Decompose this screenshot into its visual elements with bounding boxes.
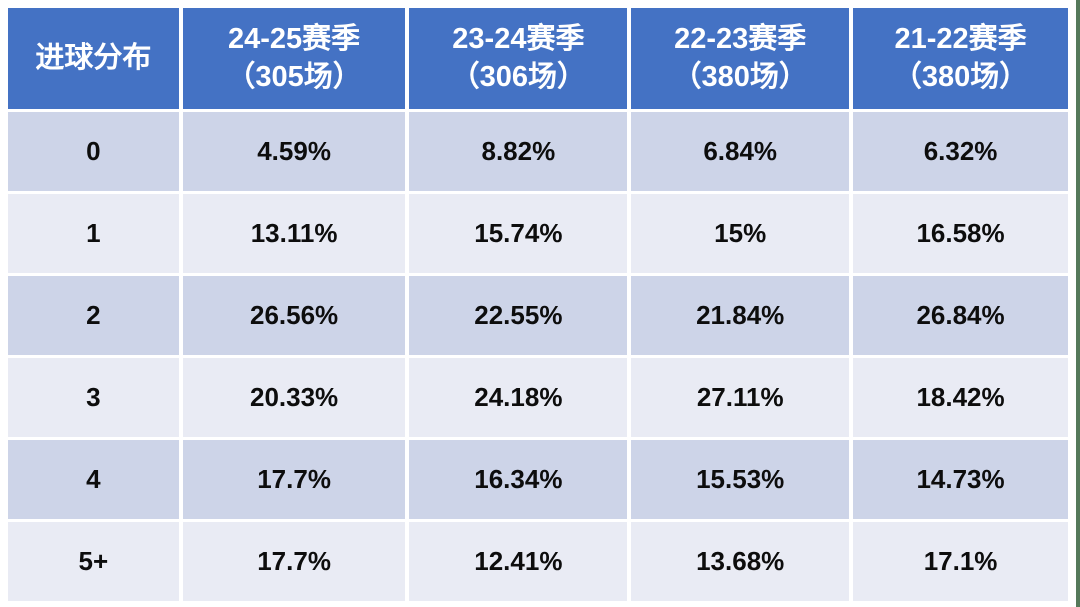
table-cell: 15.53% [631, 440, 850, 519]
table-cell: 18.42% [853, 358, 1068, 437]
row-label-2: 2 [8, 276, 179, 355]
table-cell: 12.41% [409, 522, 628, 601]
table-cell: 17.7% [182, 522, 406, 601]
table-cell: 16.34% [409, 440, 628, 519]
column-header-goal-distribution: 进球分布 [8, 8, 179, 109]
row-label-3: 3 [8, 358, 179, 437]
background-edge-stripe [1076, 0, 1080, 607]
table-cell: 14.73% [853, 440, 1068, 519]
column-header-season-21-22: 21-22赛季 （380场） [853, 8, 1068, 109]
header-label: 进球分布 [35, 41, 152, 74]
season-label: 21-22赛季 [894, 22, 1027, 55]
table-cell: 13.11% [182, 194, 406, 273]
season-label: 24-25赛季 [228, 22, 361, 55]
match-count-label: （380场） [892, 60, 1029, 93]
table-cell: 6.84% [631, 112, 850, 191]
match-count-label: （380场） [672, 60, 808, 93]
match-count-label: （305场） [226, 60, 362, 93]
season-label: 23-24赛季 [452, 22, 585, 55]
row-label-5plus: 5+ [8, 522, 179, 601]
column-header-season-22-23: 22-23赛季 （380场） [631, 8, 850, 109]
table-cell: 6.32% [853, 112, 1068, 191]
match-count-label: （306场） [450, 60, 587, 93]
table-cell: 17.1% [853, 522, 1068, 601]
season-label: 22-23赛季 [674, 22, 807, 55]
column-header-season-23-24: 23-24赛季 （306场） [409, 8, 628, 109]
table-cell: 24.18% [409, 358, 628, 437]
row-label-1: 1 [8, 194, 179, 273]
table-cell: 21.84% [631, 276, 850, 355]
row-label-4: 4 [8, 440, 179, 519]
table-cell: 15.74% [409, 194, 628, 273]
table-cell: 22.55% [409, 276, 628, 355]
table-cell: 8.82% [409, 112, 628, 191]
column-header-season-24-25: 24-25赛季 （305场） [182, 8, 406, 109]
table-cell: 26.84% [853, 276, 1068, 355]
table-cell: 27.11% [631, 358, 850, 437]
table-cell: 15% [631, 194, 850, 273]
table-cell: 16.58% [853, 194, 1068, 273]
row-label-0: 0 [8, 112, 179, 191]
table-cell: 20.33% [182, 358, 406, 437]
table-cell: 13.68% [631, 522, 850, 601]
table-cell: 26.56% [182, 276, 406, 355]
table-cell: 4.59% [182, 112, 406, 191]
table-cell: 17.7% [182, 440, 406, 519]
